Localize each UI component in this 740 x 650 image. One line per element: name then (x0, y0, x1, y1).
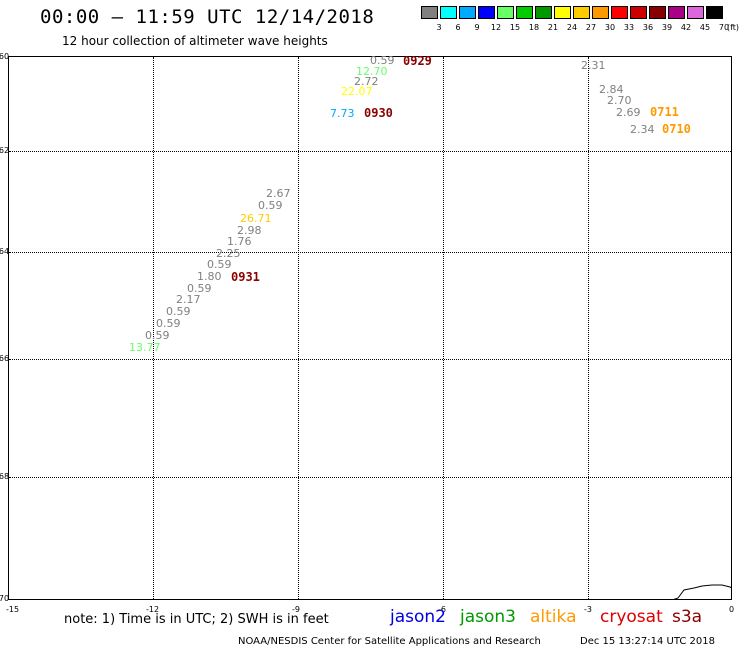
legend-label: 12 (490, 23, 502, 32)
lat-label: -62 (0, 146, 10, 155)
legend-swatch (440, 6, 457, 19)
generated-timestamp: Dec 15 13:27:14 UTC 2018 (580, 636, 715, 647)
legend-label: 30 (604, 23, 616, 32)
grid-line (298, 57, 299, 599)
satellite-cryosat: cryosat (600, 607, 663, 627)
grid-line (443, 57, 444, 599)
wave-height-label: 1.80 (197, 270, 222, 283)
pass-time-label: 0710 (662, 122, 691, 136)
wave-height-label: 2.98 (237, 224, 262, 237)
satellite-s3a: s3a (672, 607, 703, 627)
footer-note: note: 1) Time is in UTC; 2) SWH is in fe… (64, 612, 329, 627)
wave-height-label: 2.17 (176, 293, 201, 306)
legend-swatch (592, 6, 609, 19)
wave-height-label: 2.84 (599, 83, 624, 96)
legend-swatch (478, 6, 495, 19)
wave-height-label: 0.59 (370, 54, 395, 67)
legend-swatch (554, 6, 571, 19)
wave-height-label: 2.31 (581, 59, 606, 72)
legend-unit: (ft) (726, 23, 740, 32)
wave-height-label: 12.70 (356, 65, 388, 78)
legend-label: 24 (566, 23, 578, 32)
grid-line (9, 477, 731, 478)
legend-swatch (421, 6, 438, 19)
legend-swatch (668, 6, 685, 19)
wave-height-label: 26.71 (240, 212, 272, 225)
map-frame (8, 56, 732, 600)
pass-time-label: 0711 (650, 105, 679, 119)
grid-line (9, 359, 731, 360)
legend-label: 27 (585, 23, 597, 32)
grid-line (9, 252, 731, 253)
satellite-jason2: jason2 (390, 607, 446, 627)
legend-swatch (706, 6, 723, 19)
legend-swatch (459, 6, 476, 19)
satellite-altika: altika (530, 607, 577, 627)
map-subtitle: 12 hour collection of altimeter wave hei… (62, 34, 328, 48)
wave-height-label: 0.59 (207, 258, 232, 271)
lat-label: -66 (0, 354, 10, 363)
wave-height-label: 22.07 (341, 85, 373, 98)
lon-label: 0 (729, 605, 735, 614)
antarctic-coastline (672, 584, 732, 600)
lat-label: -64 (0, 247, 10, 256)
pass-time-label: 0930 (364, 106, 393, 120)
wave-height-label: 2.69 (616, 106, 641, 119)
legend-swatch (497, 6, 514, 19)
lon-label: -6 (438, 605, 446, 614)
legend-label: 42 (680, 23, 692, 32)
lon-label: -12 (146, 605, 160, 614)
wave-height-label: 2.25 (216, 247, 241, 260)
wave-height-label: 2.70 (607, 94, 632, 107)
satellite-jason3: jason3 (460, 607, 516, 627)
lat-label: -60 (0, 52, 10, 61)
legend-label: 6 (455, 23, 461, 32)
wave-height-label: 0.59 (166, 305, 191, 318)
lon-label: -9 (292, 605, 300, 614)
legend-swatch (630, 6, 647, 19)
legend-swatch (516, 6, 533, 19)
legend-label: 3 (436, 23, 442, 32)
legend-swatch (687, 6, 704, 19)
legend-label: 21 (547, 23, 559, 32)
lon-label: -3 (584, 605, 592, 614)
legend-swatch (649, 6, 666, 19)
wave-height-label: 0.59 (156, 317, 181, 330)
map-title: 00:00 – 11:59 UTC 12/14/2018 (40, 6, 375, 28)
lat-label: -70 (0, 594, 10, 603)
legend-label: 9 (474, 23, 480, 32)
wave-height-label: 1.76 (227, 235, 252, 248)
wave-height-label: 2.34 (630, 123, 655, 136)
grid-line (588, 57, 589, 599)
grid-line (9, 151, 731, 152)
wave-height-label: 2.72 (354, 75, 379, 88)
wave-height-label: 0.59 (145, 329, 170, 342)
wave-height-label: 0.59 (187, 282, 212, 295)
grid-line (153, 57, 154, 599)
lon-label: -15 (6, 605, 20, 614)
legend-label: 15 (509, 23, 521, 32)
pass-time-label: 0929 (403, 54, 432, 68)
wave-height-label: 7.73 (330, 107, 355, 120)
wave-height-label: 13.77 (129, 341, 161, 354)
legend-label: 70 (718, 23, 730, 32)
legend-label: 18 (528, 23, 540, 32)
pass-time-label: 0931 (231, 270, 260, 284)
legend-swatch (611, 6, 628, 19)
wave-height-label: 2.67 (266, 187, 291, 200)
lat-label: -68 (0, 472, 10, 481)
legend-label: 39 (661, 23, 673, 32)
legend-label: 45 (699, 23, 711, 32)
legend-swatch (573, 6, 590, 19)
legend-label: 33 (623, 23, 635, 32)
legend-swatch (535, 6, 552, 19)
wave-height-label: 0.59 (258, 199, 283, 212)
credit-line: NOAA/NESDIS Center for Satellite Applica… (238, 636, 541, 647)
legend-label: 36 (642, 23, 654, 32)
